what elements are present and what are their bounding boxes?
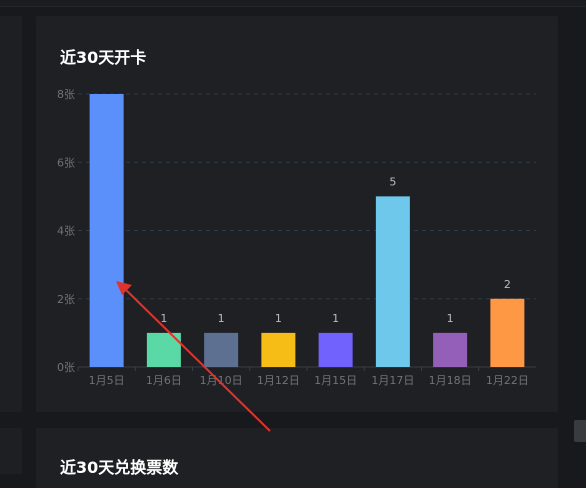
card-title: 近30天开卡 — [60, 48, 147, 67]
x-tick-label: 1月15日 — [314, 374, 357, 387]
data-label: 1 — [218, 312, 225, 325]
card-title: 近30天兑换票数 — [60, 458, 179, 477]
x-tick-label: 1月17日 — [371, 374, 414, 387]
x-tick-label: 1月18日 — [429, 374, 472, 387]
top-bar — [0, 0, 586, 7]
data-label: 5 — [389, 175, 396, 188]
card-card-opening: 近30天开卡 0张 2张 4张 6张 8张 1月5日 1 1月6日 1 1月10日 1 1月12日 1 1… — [36, 16, 558, 412]
left-panel — [0, 16, 22, 412]
data-label: 1 — [332, 312, 339, 325]
bar — [261, 332, 296, 367]
left-panel-lower — [0, 428, 22, 474]
y-tick-label: 0张 — [57, 361, 75, 374]
data-label: 1 — [275, 312, 282, 325]
x-tick-label: 1月22日 — [486, 374, 529, 387]
bar — [490, 298, 525, 367]
y-tick-label: 8张 — [57, 88, 75, 101]
data-label: 1 — [160, 312, 167, 325]
card-opening-bar-chart: 0张 2张 4张 6张 8张 1月5日 1 1月6日 1 1月10日 1 1月12日 1 1月15日 5 1月… — [57, 88, 536, 387]
data-label: 2 — [504, 278, 511, 291]
y-tick-label: 4张 — [57, 225, 75, 238]
card-ticket-redemption: 近30天兑换票数 — [36, 428, 558, 488]
data-label: 1 — [447, 312, 454, 325]
bar — [146, 332, 181, 367]
x-tick-label: 1月12日 — [257, 374, 300, 387]
y-tick-label: 6张 — [57, 156, 75, 169]
bar — [204, 332, 239, 367]
x-tick-label: 1月10日 — [200, 374, 243, 387]
bar — [318, 332, 353, 367]
x-tick-label: 1月5日 — [89, 374, 125, 387]
side-handle[interactable] — [574, 420, 586, 442]
bar — [433, 332, 468, 367]
bar — [89, 94, 124, 367]
x-tick-label: 1月6日 — [146, 374, 182, 387]
y-tick-label: 2张 — [57, 293, 75, 306]
bar — [375, 196, 410, 367]
